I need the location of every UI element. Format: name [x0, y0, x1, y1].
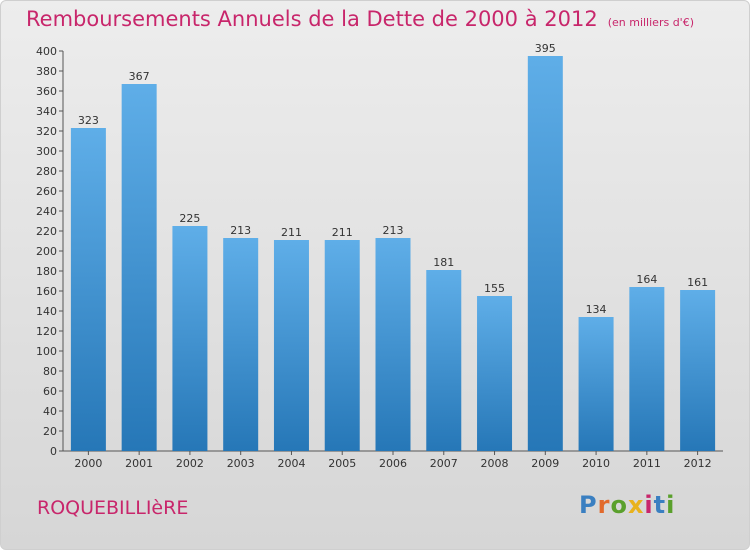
bar-value-label: 211 [281, 226, 302, 239]
bar-value-label: 367 [129, 70, 150, 83]
proxiti-logo: Proxiti [579, 491, 676, 519]
title-row: Remboursements Annuels de la Dette de 20… [26, 7, 694, 31]
y-tick-label: 80 [43, 365, 57, 378]
bar-value-label: 213 [383, 224, 404, 237]
x-tick-label: 2004 [277, 457, 305, 470]
y-tick-label: 20 [43, 425, 57, 438]
y-tick-label: 100 [36, 345, 57, 358]
chart-title: Remboursements Annuels de la Dette de 20… [26, 7, 598, 31]
x-tick-label: 2003 [227, 457, 255, 470]
bar-value-label: 181 [433, 256, 454, 269]
x-tick-label: 2012 [684, 457, 712, 470]
y-tick-label: 120 [36, 325, 57, 338]
commune-name: ROQUEBILLIèRE [37, 497, 189, 519]
y-tick-label: 300 [36, 145, 57, 158]
bar [578, 317, 614, 451]
y-tick-label: 240 [36, 205, 57, 218]
y-tick-label: 200 [36, 245, 57, 258]
x-tick-label: 2008 [481, 457, 509, 470]
bar [629, 287, 665, 451]
x-tick-label: 2009 [531, 457, 559, 470]
bar [527, 56, 563, 451]
x-tick-label: 2005 [328, 457, 356, 470]
bar [477, 296, 513, 451]
y-tick-label: 140 [36, 305, 57, 318]
bar-value-label: 155 [484, 282, 505, 295]
x-tick-label: 2011 [633, 457, 661, 470]
bar [324, 240, 360, 451]
y-tick-label: 380 [36, 65, 57, 78]
bar-value-label: 225 [179, 212, 200, 225]
y-tick-label: 160 [36, 285, 57, 298]
bar-value-label: 164 [636, 273, 657, 286]
bar [375, 238, 411, 451]
bar [121, 84, 157, 451]
bar [680, 290, 716, 451]
chart-unit: (en milliers d'€) [607, 16, 694, 29]
x-tick-label: 2006 [379, 457, 407, 470]
bar-value-label: 213 [230, 224, 251, 237]
y-tick-label: 180 [36, 265, 57, 278]
x-tick-label: 2001 [125, 457, 153, 470]
y-tick-label: 280 [36, 165, 57, 178]
y-tick-label: 40 [43, 405, 57, 418]
bars: 323 367 225 213 211 211 213 181 155 395 134 164 161 [70, 42, 716, 451]
y-tick-label: 60 [43, 385, 57, 398]
bar-value-label: 323 [78, 114, 99, 127]
x-tick-label: 2000 [74, 457, 102, 470]
bar [223, 238, 259, 451]
x-tick-label: 2007 [430, 457, 458, 470]
y-tick-label: 400 [36, 45, 57, 58]
x-tick-label: 2010 [582, 457, 610, 470]
y-tick-label: 220 [36, 225, 57, 238]
bar [70, 128, 106, 451]
y-tick-label: 260 [36, 185, 57, 198]
y-axis: 0 20 40 60 80 100 120 140 160 180 200 220 240 260 280 3… [36, 45, 64, 458]
x-axis: 2000 2001 2002 2003 2004 2005 2006 2007 2008 2009… [63, 450, 723, 470]
bar-value-label: 161 [687, 276, 708, 289]
bar-value-label: 134 [586, 303, 607, 316]
bar-value-label: 395 [535, 42, 556, 55]
bar-value-label: 211 [332, 226, 353, 239]
y-tick-label: 0 [50, 445, 57, 458]
y-tick-label: 360 [36, 85, 57, 98]
x-tick-label: 2002 [176, 457, 204, 470]
y-tick-label: 340 [36, 105, 57, 118]
bar [172, 226, 208, 451]
bar [273, 240, 309, 451]
bar [426, 270, 462, 451]
y-tick-label: 320 [36, 125, 57, 138]
